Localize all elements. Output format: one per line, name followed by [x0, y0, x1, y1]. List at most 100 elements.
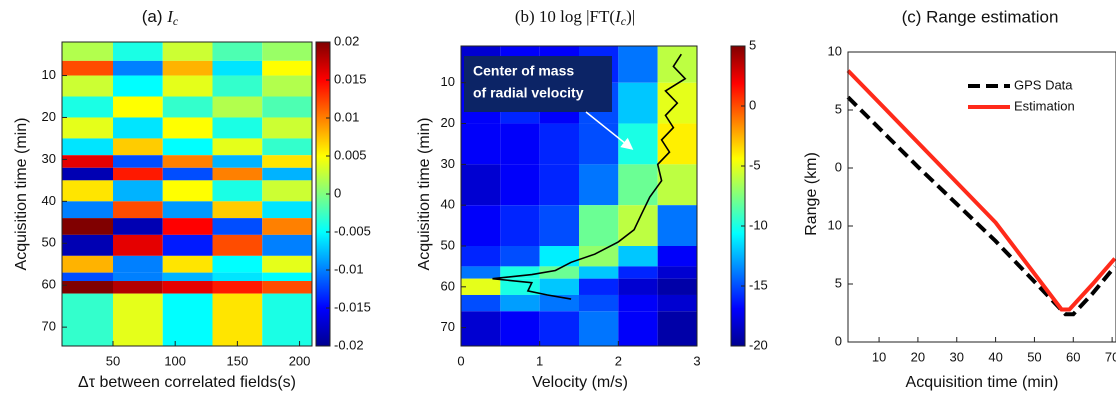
- x-tick-label: 0: [457, 353, 464, 368]
- heatmap-cell: [657, 164, 697, 206]
- heatmap-cell: [212, 281, 263, 294]
- heatmap-cell: [162, 272, 213, 282]
- heatmap-cell: [539, 205, 579, 246]
- heatmap-cell: [579, 266, 619, 279]
- heatmap-cell: [262, 218, 312, 235]
- heatmap-cell: [539, 311, 579, 346]
- y-tick-label: 10: [828, 217, 842, 232]
- heatmap-cell: [212, 272, 263, 282]
- heatmap-cell: [162, 42, 213, 61]
- y-tick-label: 70: [42, 319, 56, 334]
- heatmap-cell: [262, 281, 312, 294]
- heatmap-cell: [212, 234, 263, 256]
- heatmap-cell: [262, 255, 312, 273]
- x-axis-label: Δτ between correlated fields(s): [78, 374, 296, 391]
- heatmap-cell: [112, 117, 163, 139]
- x-tick-label: 200: [289, 353, 311, 368]
- heatmap-cell: [62, 117, 113, 139]
- heatmap-cell: [461, 246, 501, 267]
- heatmap-cell: [618, 46, 658, 83]
- heatmap-cell: [657, 205, 697, 246]
- y-axis-label: Acquisition time (min): [416, 118, 433, 271]
- heatmap-cell: [461, 294, 501, 312]
- heatmap-cell: [500, 164, 540, 206]
- x-tick-label: 100: [164, 353, 186, 368]
- heatmap-cell: [62, 155, 113, 168]
- heatmap-cell: [657, 311, 697, 346]
- heatmap-cell: [262, 201, 312, 219]
- heatmap-cell: [539, 123, 579, 165]
- heatmap-cell: [657, 278, 697, 295]
- heatmap-cell: [112, 42, 163, 61]
- heatmap-cell: [539, 278, 579, 295]
- colorbar-tick-label: -15: [749, 277, 768, 292]
- x-tick-label: 20: [911, 349, 925, 364]
- colorbar: [730, 45, 746, 347]
- heatmap-cell: [579, 278, 619, 295]
- colorbar-tick-label: 0: [334, 185, 341, 200]
- colorbar-tick-label: 0.02: [334, 33, 359, 48]
- heatmap-cell: [62, 201, 113, 219]
- y-tick-label: 30: [441, 156, 455, 171]
- heatmap-cell: [262, 60, 312, 76]
- heatmap-cell: [62, 293, 113, 346]
- colorbar-tick-label: -5: [749, 157, 761, 172]
- heatmap-cell: [461, 311, 501, 346]
- chart-title: (b) 10 log |FT(Ic)|: [515, 7, 635, 28]
- heatmap-cell: [262, 293, 312, 346]
- heatmap-cell: [461, 278, 501, 295]
- heatmap-cell: [112, 96, 163, 118]
- colorbar-tick-label: 0.015: [334, 71, 367, 86]
- heatmap-cell: [162, 218, 213, 235]
- heatmap-cell: [212, 255, 263, 273]
- colorbar-tick-label: -0.02: [334, 337, 364, 352]
- heatmap-cell: [62, 218, 113, 235]
- heatmap-cell: [212, 75, 263, 97]
- heatmap-cell: [162, 167, 213, 181]
- heatmap-cell: [618, 82, 658, 124]
- y-tick-label: 5: [835, 275, 842, 290]
- heatmap-cell: [162, 117, 213, 139]
- title-part: (a): [142, 7, 168, 26]
- heatmap-cell: [212, 201, 263, 219]
- y-tick-label: 10: [828, 43, 842, 58]
- y-tick-label: 5: [835, 101, 842, 116]
- heatmap-cell: [618, 205, 658, 246]
- y-tick-label: 30: [42, 151, 56, 166]
- x-tick-label: 70: [1105, 349, 1116, 364]
- y-tick-label: 10: [42, 67, 56, 82]
- heatmap-cell: [500, 205, 540, 246]
- heatmap-cell: [212, 138, 263, 156]
- title-part: I: [166, 7, 174, 26]
- y-tick-label: 0: [835, 333, 842, 348]
- heatmap-cell: [112, 201, 163, 219]
- heatmap-cell: [112, 255, 163, 273]
- heatmap-cell: [500, 246, 540, 267]
- heatmap-cell: [162, 281, 213, 294]
- annotation-arrow: [585, 111, 634, 150]
- heatmap-cell: [618, 164, 658, 206]
- heatmap-cell: [212, 42, 263, 61]
- heatmap-cell: [262, 234, 312, 256]
- heatmap-cell: [579, 246, 619, 267]
- heatmap-cell: [262, 155, 312, 168]
- annotation-text: of radial velocity: [473, 85, 584, 101]
- heatmap-cell: [262, 96, 312, 118]
- heatmap-cell: [112, 138, 163, 156]
- heatmap-cell: [212, 60, 263, 76]
- heatmap-cell: [62, 75, 113, 97]
- annotation-text: Center of mass: [473, 63, 574, 79]
- heatmap-cell: [62, 60, 113, 76]
- heatmap-cell: [162, 75, 213, 97]
- heatmap-cell: [212, 180, 263, 202]
- colorbar-tick-label: 5: [749, 37, 756, 52]
- colorbar-tick-label: -0.01: [334, 261, 364, 276]
- heatmap-cell: [579, 164, 619, 206]
- heatmap-cell: [62, 255, 113, 273]
- heatmap-cell: [62, 138, 113, 156]
- heatmap-cell: [262, 75, 312, 97]
- heatmap-cell: [62, 42, 113, 61]
- legend-label: Estimation: [1014, 98, 1075, 113]
- heatmap-cell: [657, 294, 697, 312]
